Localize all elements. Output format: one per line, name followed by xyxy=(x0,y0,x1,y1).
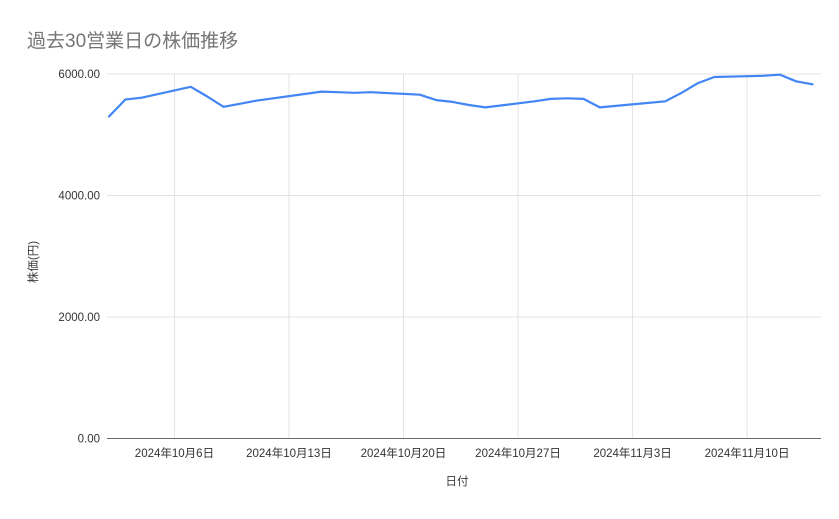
x-axis-title: 日付 xyxy=(445,476,469,488)
x-tick-label: 2024年10月27日 xyxy=(475,446,561,460)
y-tick-label: 6000.00 xyxy=(58,69,100,81)
y-tick-label: 2000.00 xyxy=(58,312,100,324)
stock-price-series-line xyxy=(107,73,814,118)
y-tick-label: 4000.00 xyxy=(58,191,100,203)
x-tick-label: 2024年10月6日 xyxy=(135,446,214,460)
x-tick-label: 2024年10月13日 xyxy=(246,446,332,460)
x-tick-label: 2024年11月10日 xyxy=(705,446,790,460)
x-tick-label: 2024年11月3日 xyxy=(593,446,671,460)
y-axis-title: 株価(円) xyxy=(28,240,40,284)
chart-title: 過去30営業日の株価推移 xyxy=(27,31,239,52)
x-tick-label: 2024年10月20日 xyxy=(361,446,447,460)
y-tick-label: 0.00 xyxy=(78,434,100,446)
